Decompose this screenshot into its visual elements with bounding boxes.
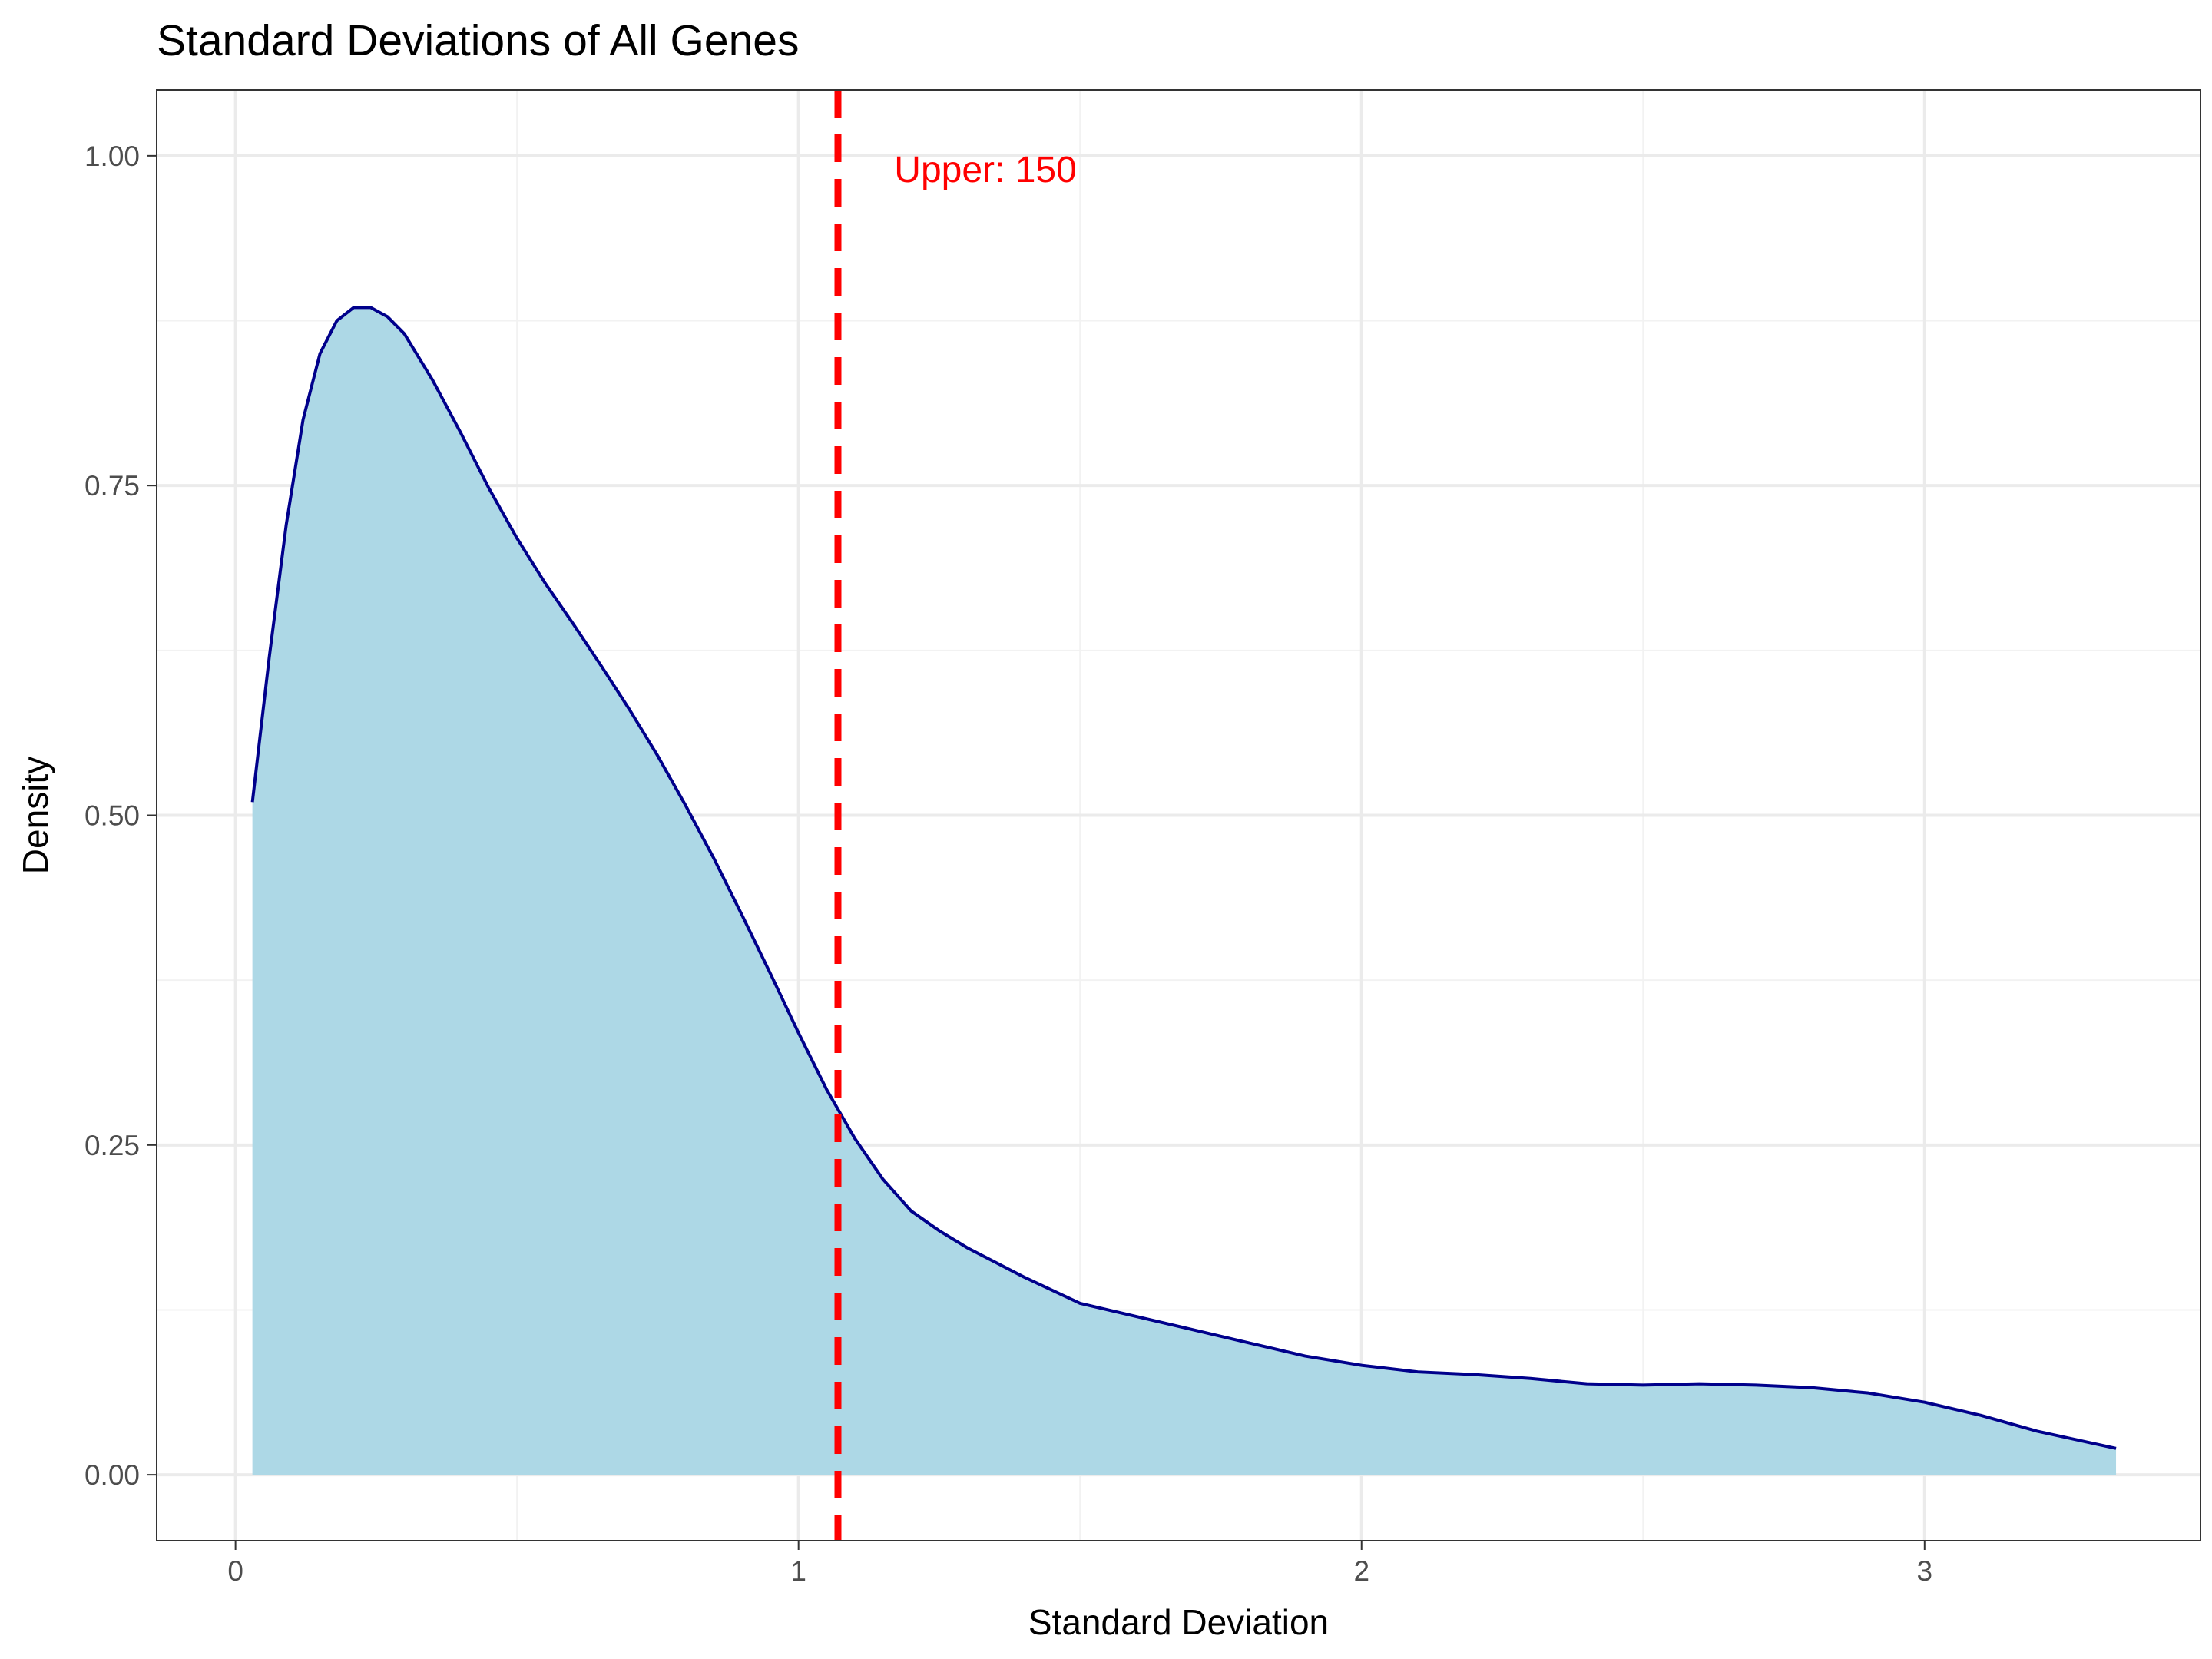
density-line <box>250 306 2117 1450</box>
x-axis-title: Standard Deviation <box>1028 1602 1329 1642</box>
x-tick-label: 2 <box>1353 1555 1369 1587</box>
annotations: Upper: 150 <box>894 150 1077 190</box>
y-tick-label: 0.75 <box>84 470 140 502</box>
axes: 0 1 2 3 0.00 0.25 0.50 0.75 1.00 <box>84 141 1932 1587</box>
upper-threshold-label: Upper: 150 <box>894 150 1077 190</box>
y-tick-label: 0.50 <box>84 800 140 832</box>
density-fill <box>252 307 2117 1475</box>
chart-title: Standard Deviations of All Genes <box>157 16 800 65</box>
density-area <box>250 306 2117 1475</box>
x-tick-label: 3 <box>1917 1555 1933 1587</box>
y-tick-label: 1.00 <box>84 141 140 172</box>
y-tick-label: 0.25 <box>84 1130 140 1161</box>
y-axis-title: Density <box>15 757 55 874</box>
x-tick-label: 0 <box>227 1555 243 1587</box>
y-tick-label: 0.00 <box>84 1459 140 1491</box>
x-tick-label: 1 <box>790 1555 806 1587</box>
